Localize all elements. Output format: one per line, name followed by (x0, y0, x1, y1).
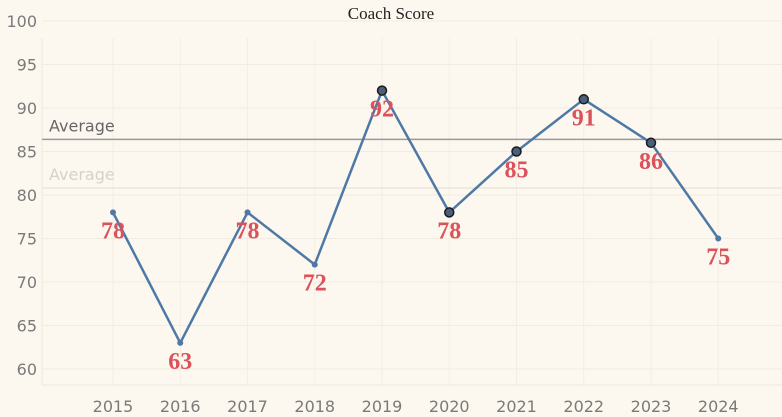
data-label: 91 (572, 105, 596, 131)
x-tick-label: 2022 (563, 397, 604, 416)
data-point (645, 137, 657, 149)
x-tick-label: 2024 (698, 397, 739, 416)
y-tick-label: 60 (17, 360, 37, 379)
data-label: 78 (236, 218, 260, 244)
data-point (578, 94, 589, 105)
chart-title: Coach Score (347, 4, 435, 23)
y-tick-label: 75 (17, 230, 37, 249)
data-point (110, 209, 116, 216)
x-tick-label: 2023 (631, 397, 672, 416)
data-label: 78 (437, 218, 461, 244)
data-label: 72 (303, 271, 327, 297)
y-tick-label: 80 (17, 186, 37, 205)
x-tick-label: 2016 (160, 397, 201, 416)
x-tick-label: 2018 (294, 397, 335, 416)
y-tick-label: 85 (17, 143, 37, 162)
x-tick-label: 2017 (227, 397, 268, 416)
data-label: 86 (639, 149, 663, 175)
data-point (376, 85, 388, 96)
data-point (715, 235, 722, 242)
plot-area (42, 38, 782, 385)
data-label: 78 (101, 218, 125, 244)
y-tick-label: 70 (17, 273, 37, 292)
reference-line-label: Average (49, 116, 115, 135)
data-label: 63 (168, 349, 192, 375)
data-label: 75 (706, 245, 730, 271)
data-point (177, 339, 184, 346)
y-tick-label: 65 (17, 317, 37, 336)
data-label: 92 (370, 97, 394, 123)
y-tick-label: 100 (6, 12, 37, 31)
x-tick-label: 2015 (93, 397, 134, 416)
data-point (444, 207, 455, 218)
data-point (244, 209, 251, 216)
data-label: 85 (505, 158, 529, 184)
y-tick-label: 95 (17, 56, 37, 75)
data-point (511, 146, 522, 157)
y-tick-label: 90 (17, 99, 37, 118)
x-tick-label: 2020 (429, 397, 470, 416)
x-tick-label: 2019 (362, 397, 403, 416)
data-point (311, 261, 318, 268)
x-tick-label: 2021 (496, 397, 537, 416)
series-line (111, 89, 720, 345)
reference-line-label: Average (49, 165, 115, 184)
